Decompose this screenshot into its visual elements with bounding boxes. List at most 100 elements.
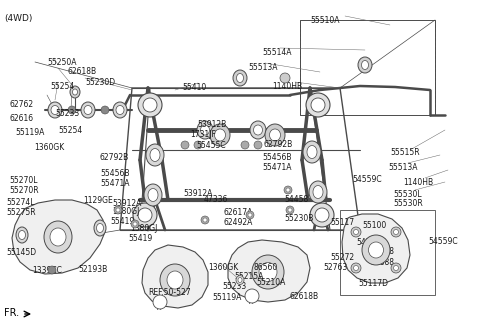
Bar: [340, 210, 435, 295]
Circle shape: [351, 263, 361, 273]
Circle shape: [133, 222, 137, 226]
Text: 62792B: 62792B: [100, 153, 129, 162]
Circle shape: [194, 141, 202, 149]
Circle shape: [114, 206, 122, 214]
Circle shape: [254, 141, 262, 149]
Text: 62617A: 62617A: [224, 208, 253, 217]
Text: 55513A: 55513A: [248, 63, 277, 72]
Circle shape: [311, 98, 325, 112]
Ellipse shape: [215, 129, 226, 141]
Circle shape: [353, 266, 359, 270]
Text: 55233: 55233: [222, 282, 246, 291]
Text: 1360GK: 1360GK: [34, 143, 64, 152]
Text: 55274L: 55274L: [6, 198, 35, 207]
Circle shape: [143, 98, 157, 112]
Polygon shape: [12, 200, 105, 274]
Text: 47336: 47336: [204, 195, 228, 204]
Text: 55117: 55117: [330, 218, 354, 227]
Text: A: A: [249, 300, 253, 305]
Ellipse shape: [84, 106, 92, 114]
Text: 55230B: 55230B: [284, 214, 313, 223]
Circle shape: [248, 213, 252, 217]
Ellipse shape: [72, 89, 77, 95]
Text: 55471A: 55471A: [262, 163, 291, 172]
Text: 52193B: 52193B: [78, 265, 107, 274]
Ellipse shape: [307, 146, 317, 159]
Circle shape: [203, 218, 207, 222]
Ellipse shape: [238, 278, 242, 283]
Text: 1380GJ: 1380GJ: [112, 207, 139, 216]
Ellipse shape: [16, 227, 28, 243]
Circle shape: [101, 106, 109, 114]
Text: 1140HB: 1140HB: [272, 82, 302, 91]
Circle shape: [353, 230, 359, 234]
Circle shape: [131, 220, 139, 228]
Text: 55514A: 55514A: [262, 48, 291, 57]
Text: 55455C: 55455C: [196, 141, 226, 150]
Text: A: A: [157, 306, 161, 311]
Text: 1380GJ: 1380GJ: [130, 224, 157, 233]
Ellipse shape: [250, 121, 266, 139]
Ellipse shape: [148, 188, 158, 201]
Polygon shape: [228, 240, 310, 302]
Text: 55119A: 55119A: [15, 128, 44, 137]
Text: 55275R: 55275R: [6, 208, 36, 217]
Text: 55233: 55233: [55, 109, 79, 118]
Ellipse shape: [146, 144, 164, 166]
Ellipse shape: [201, 125, 209, 135]
Circle shape: [153, 295, 167, 309]
Text: 86560: 86560: [254, 263, 278, 272]
Text: 55419: 55419: [128, 234, 152, 243]
Text: 55210A: 55210A: [256, 278, 286, 287]
Ellipse shape: [253, 125, 263, 135]
Text: 55410: 55410: [182, 83, 206, 92]
Text: 55530R: 55530R: [393, 199, 423, 208]
Text: FR.: FR.: [4, 308, 19, 318]
Ellipse shape: [19, 231, 25, 239]
Text: 1129GE: 1129GE: [83, 196, 113, 205]
Ellipse shape: [144, 184, 162, 206]
Circle shape: [245, 289, 259, 303]
Circle shape: [394, 230, 398, 234]
Text: 55419: 55419: [110, 217, 134, 226]
Ellipse shape: [50, 228, 66, 246]
Circle shape: [48, 266, 56, 274]
Ellipse shape: [362, 235, 390, 265]
Ellipse shape: [269, 129, 280, 141]
Text: 1731JF: 1731JF: [190, 130, 216, 139]
Text: 55530L: 55530L: [393, 190, 421, 199]
Circle shape: [315, 208, 329, 222]
Text: 55888: 55888: [370, 247, 394, 256]
Text: 55215A: 55215A: [234, 272, 264, 281]
Text: 62762: 62762: [10, 100, 34, 109]
Text: 55456B: 55456B: [262, 153, 291, 162]
Text: (4WD): (4WD): [4, 14, 32, 23]
Text: 55471A: 55471A: [100, 179, 130, 188]
Ellipse shape: [44, 221, 72, 253]
Circle shape: [280, 73, 290, 83]
Text: 55510A: 55510A: [310, 16, 339, 25]
Ellipse shape: [265, 124, 285, 146]
Text: 55145D: 55145D: [6, 248, 36, 257]
Text: 54458: 54458: [284, 195, 308, 204]
Ellipse shape: [303, 141, 321, 163]
Text: 55254: 55254: [58, 126, 82, 135]
Text: 62616: 62616: [10, 114, 34, 123]
Circle shape: [306, 93, 330, 117]
Circle shape: [138, 208, 152, 222]
Ellipse shape: [252, 255, 284, 289]
Text: 55272: 55272: [330, 253, 354, 262]
Circle shape: [351, 227, 361, 237]
Text: 55456B: 55456B: [100, 169, 130, 178]
Circle shape: [286, 206, 294, 214]
Text: 55119A: 55119A: [212, 293, 241, 302]
Text: 62618B: 62618B: [290, 292, 319, 301]
Text: 54559C: 54559C: [356, 238, 385, 247]
Text: 55888: 55888: [370, 258, 394, 267]
Text: REF.50-527: REF.50-527: [148, 288, 191, 297]
Circle shape: [116, 208, 120, 212]
Text: 1140HB: 1140HB: [403, 178, 433, 187]
Ellipse shape: [259, 263, 277, 282]
Circle shape: [241, 141, 249, 149]
Ellipse shape: [160, 264, 190, 296]
